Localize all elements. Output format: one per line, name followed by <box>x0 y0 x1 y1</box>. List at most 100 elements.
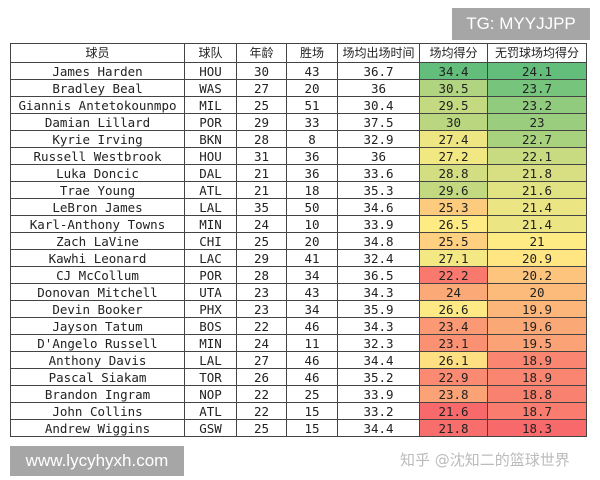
cell-team[interactable]: ATL <box>184 402 237 420</box>
cell-minutes[interactable]: 30.4 <box>337 96 420 114</box>
cell-points[interactable]: 22.2 <box>419 266 488 284</box>
cell-minutes[interactable]: 35.9 <box>337 300 420 318</box>
cell-team[interactable]: NOP <box>184 385 237 403</box>
cell-points[interactable]: 27.1 <box>419 249 488 267</box>
cell-no-ft-points[interactable]: 21.4 <box>487 215 587 233</box>
cell-age[interactable]: 28 <box>236 130 287 148</box>
cell-age[interactable]: 22 <box>236 317 287 335</box>
cell-no-ft-points[interactable]: 24.1 <box>487 62 587 80</box>
cell-wins[interactable]: 43 <box>286 62 338 80</box>
cell-wins[interactable]: 33 <box>286 113 338 131</box>
cell-minutes[interactable]: 34.8 <box>337 232 420 250</box>
cell-age[interactable]: 23 <box>236 300 287 318</box>
cell-player[interactable]: LeBron James <box>10 198 185 216</box>
cell-no-ft-points[interactable]: 22.1 <box>487 147 587 165</box>
cell-no-ft-points[interactable]: 21.8 <box>487 164 587 182</box>
header-player[interactable]: 球员 <box>10 43 185 63</box>
cell-age[interactable]: 24 <box>236 334 287 352</box>
cell-wins[interactable]: 25 <box>286 385 338 403</box>
cell-no-ft-points[interactable]: 19.5 <box>487 334 587 352</box>
cell-player[interactable]: Giannis Antetokounmpo <box>10 96 185 114</box>
cell-player[interactable]: Anthony Davis <box>10 351 185 369</box>
cell-team[interactable]: POR <box>184 113 237 131</box>
cell-wins[interactable]: 20 <box>286 232 338 250</box>
header-minutes[interactable]: 场均出场时间 <box>337 43 420 63</box>
cell-minutes[interactable]: 34.3 <box>337 317 420 335</box>
cell-points[interactable]: 26.5 <box>419 215 488 233</box>
cell-no-ft-points[interactable]: 21.6 <box>487 181 587 199</box>
cell-minutes[interactable]: 33.2 <box>337 402 420 420</box>
cell-age[interactable]: 29 <box>236 113 287 131</box>
cell-no-ft-points[interactable]: 18.9 <box>487 351 587 369</box>
cell-points[interactable]: 29.6 <box>419 181 488 199</box>
cell-wins[interactable]: 50 <box>286 198 338 216</box>
cell-minutes[interactable]: 34.4 <box>337 419 420 437</box>
cell-points[interactable]: 28.8 <box>419 164 488 182</box>
cell-age[interactable]: 26 <box>236 368 287 386</box>
cell-player[interactable]: Russell Westbrook <box>10 147 185 165</box>
cell-minutes[interactable]: 36 <box>337 147 420 165</box>
cell-minutes[interactable]: 32.4 <box>337 249 420 267</box>
cell-minutes[interactable]: 33.9 <box>337 215 420 233</box>
cell-team[interactable]: ATL <box>184 181 237 199</box>
cell-points[interactable]: 29.5 <box>419 96 488 114</box>
cell-minutes[interactable]: 35.2 <box>337 368 420 386</box>
cell-player[interactable]: Pascal Siakam <box>10 368 185 386</box>
cell-wins[interactable]: 8 <box>286 130 338 148</box>
cell-player[interactable]: Bradley Beal <box>10 79 185 97</box>
cell-team[interactable]: LAL <box>184 198 237 216</box>
cell-wins[interactable]: 43 <box>286 283 338 301</box>
cell-minutes[interactable]: 36.7 <box>337 62 420 80</box>
cell-points[interactable]: 21.8 <box>419 419 488 437</box>
cell-no-ft-points[interactable]: 20.2 <box>487 266 587 284</box>
cell-player[interactable]: Donovan Mitchell <box>10 283 185 301</box>
cell-wins[interactable]: 11 <box>286 334 338 352</box>
cell-player[interactable]: CJ McCollum <box>10 266 185 284</box>
cell-minutes[interactable]: 33.9 <box>337 385 420 403</box>
cell-no-ft-points[interactable]: 19.9 <box>487 300 587 318</box>
cell-wins[interactable]: 10 <box>286 215 338 233</box>
cell-age[interactable]: 21 <box>236 181 287 199</box>
cell-minutes[interactable]: 32.3 <box>337 334 420 352</box>
cell-wins[interactable]: 15 <box>286 419 338 437</box>
cell-team[interactable]: HOU <box>184 147 237 165</box>
cell-points[interactable]: 25.3 <box>419 198 488 216</box>
cell-player[interactable]: John Collins <box>10 402 185 420</box>
cell-age[interactable]: 31 <box>236 147 287 165</box>
cell-age[interactable]: 27 <box>236 79 287 97</box>
cell-no-ft-points[interactable]: 21.4 <box>487 198 587 216</box>
cell-player[interactable]: D'Angelo Russell <box>10 334 185 352</box>
cell-minutes[interactable]: 34.3 <box>337 283 420 301</box>
cell-points[interactable]: 25.5 <box>419 232 488 250</box>
cell-player[interactable]: Karl-Anthony Towns <box>10 215 185 233</box>
cell-age[interactable]: 25 <box>236 419 287 437</box>
header-age[interactable]: 年龄 <box>236 43 287 63</box>
cell-points[interactable]: 23.4 <box>419 317 488 335</box>
cell-points[interactable]: 23.8 <box>419 385 488 403</box>
cell-age[interactable]: 22 <box>236 385 287 403</box>
cell-points[interactable]: 26.1 <box>419 351 488 369</box>
cell-wins[interactable]: 46 <box>286 317 338 335</box>
cell-player[interactable]: Andrew Wiggins <box>10 419 185 437</box>
cell-wins[interactable]: 34 <box>286 266 338 284</box>
cell-player[interactable]: Devin Booker <box>10 300 185 318</box>
cell-points[interactable]: 30 <box>419 113 488 131</box>
cell-wins[interactable]: 41 <box>286 249 338 267</box>
cell-age[interactable]: 29 <box>236 249 287 267</box>
cell-minutes[interactable]: 36 <box>337 79 420 97</box>
cell-no-ft-points[interactable]: 18.7 <box>487 402 587 420</box>
cell-player[interactable]: Brandon Ingram <box>10 385 185 403</box>
cell-no-ft-points[interactable]: 22.7 <box>487 130 587 148</box>
cell-no-ft-points[interactable]: 23.2 <box>487 96 587 114</box>
cell-points[interactable]: 21.6 <box>419 402 488 420</box>
header-team[interactable]: 球队 <box>184 43 237 63</box>
cell-player[interactable]: Luka Doncic <box>10 164 185 182</box>
cell-age[interactable]: 22 <box>236 402 287 420</box>
cell-minutes[interactable]: 37.5 <box>337 113 420 131</box>
cell-points[interactable]: 22.9 <box>419 368 488 386</box>
cell-player[interactable]: Damian Lillard <box>10 113 185 131</box>
cell-player[interactable]: Jayson Tatum <box>10 317 185 335</box>
cell-points[interactable]: 27.4 <box>419 130 488 148</box>
cell-wins[interactable]: 36 <box>286 147 338 165</box>
cell-team[interactable]: MIL <box>184 96 237 114</box>
